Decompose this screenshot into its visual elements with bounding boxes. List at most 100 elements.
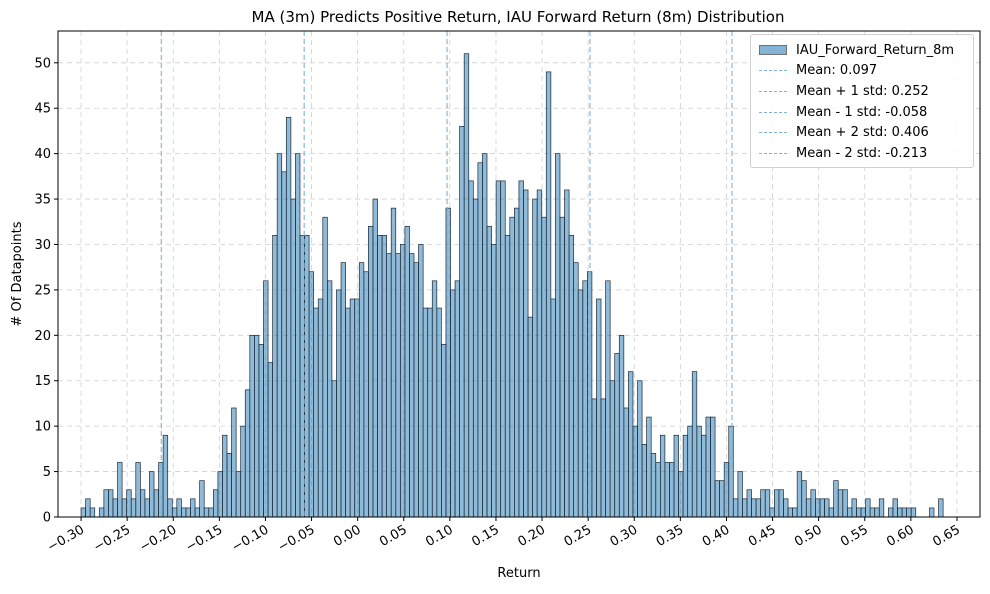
legend-entry-mean: Mean: 0.097	[759, 61, 965, 82]
histogram-bar	[687, 425, 693, 518]
histogram-bar	[865, 498, 871, 518]
legend-dash	[759, 90, 787, 92]
histogram-bar	[427, 307, 433, 518]
histogram-bar	[345, 307, 351, 518]
x-tick-label: 0.30	[608, 522, 641, 549]
histogram-bar	[815, 498, 821, 518]
histogram-bar	[413, 262, 419, 518]
histogram-bar	[796, 471, 803, 518]
x-tick-label: −0.25	[91, 522, 133, 555]
histogram-bar	[327, 280, 333, 518]
histogram-bar	[600, 398, 606, 518]
histogram-bar	[98, 507, 105, 518]
x-tick-label: 0.50	[792, 522, 825, 549]
histogram-bar	[85, 498, 91, 518]
legend-label: Mean: 0.097	[796, 63, 878, 79]
histogram-bar	[669, 462, 675, 518]
x-tick-label: 0.65	[930, 522, 963, 549]
histogram-bar	[231, 407, 237, 518]
histogram-bar	[824, 498, 830, 518]
histogram-bar	[559, 216, 565, 518]
y-tick-label: 40	[34, 147, 51, 162]
histogram-bar	[532, 198, 538, 518]
histogram-bar	[185, 507, 191, 518]
histogram-bar	[801, 480, 807, 518]
histogram-bar	[573, 262, 579, 518]
histogram-bar	[500, 180, 506, 518]
histogram-bar	[701, 434, 707, 518]
x-tick-label: −0.20	[137, 522, 179, 555]
histogram-bar	[819, 498, 825, 518]
histogram-bar	[787, 507, 793, 518]
legend-dash	[759, 132, 787, 134]
legend-dash	[759, 70, 787, 72]
histogram-bar	[564, 189, 570, 518]
histogram-bar	[89, 507, 96, 518]
histogram-bar	[837, 489, 844, 518]
x-tick-label: 0.40	[700, 522, 733, 549]
histogram-bar	[892, 498, 898, 518]
y-axis-label: # Of Datapoints	[10, 221, 25, 326]
histogram-bar	[577, 289, 584, 518]
histogram-bar	[618, 334, 625, 518]
chart-legend: IAU_Forward_Return_8m Mean: 0.097 Mean +…	[750, 34, 974, 168]
histogram-bar	[199, 480, 205, 518]
histogram-bar	[468, 180, 474, 518]
y-tick-label: 0	[43, 511, 51, 526]
histogram-bar	[545, 71, 552, 518]
histogram-bar	[751, 498, 757, 518]
histogram-bar	[212, 489, 219, 518]
histogram-bar	[746, 489, 752, 518]
histogram-bar	[495, 180, 502, 518]
histogram-bar	[878, 498, 885, 518]
histogram-bar	[732, 498, 739, 518]
x-tick-label: −0.30	[45, 522, 87, 555]
histogram-bar	[828, 507, 835, 518]
histogram-bar	[778, 489, 784, 518]
legend-label: Mean - 2 std: -0.213	[796, 145, 928, 161]
histogram-bar	[536, 189, 543, 518]
histogram-bar	[463, 53, 470, 518]
histogram-bar	[176, 498, 182, 518]
histogram-bar	[691, 371, 698, 518]
histogram-bar	[390, 207, 397, 518]
histogram-bar	[441, 344, 447, 518]
x-tick-label: 0.10	[423, 522, 456, 549]
histogram-bar	[774, 489, 780, 518]
histogram-bar	[714, 480, 720, 518]
histogram-bar	[637, 380, 643, 518]
y-tick-label: 25	[34, 283, 51, 298]
histogram-bar	[518, 180, 524, 518]
histogram-bar	[436, 307, 442, 518]
x-tick-label: 0.20	[515, 522, 548, 549]
histogram-bar	[682, 434, 689, 518]
histogram-bar	[705, 416, 711, 518]
histogram-bar	[728, 425, 734, 518]
x-tick-label: 0.05	[377, 522, 410, 549]
histogram-bar	[591, 398, 597, 518]
histogram-bar	[614, 353, 620, 518]
histogram-bar	[139, 489, 146, 518]
histogram-bar	[117, 462, 123, 518]
histogram-bar	[582, 280, 588, 518]
histogram-bar	[482, 153, 488, 518]
reference-lines-layer	[160, 31, 733, 517]
legend-label: Mean + 2 std: 0.406	[796, 125, 929, 141]
histogram-bar	[723, 462, 730, 518]
legend-entry-histogram: IAU_Forward_Return_8m	[759, 40, 965, 61]
x-tick-label: 0.35	[654, 522, 687, 549]
histogram-bar	[851, 498, 857, 518]
histogram-bar	[317, 298, 324, 518]
histogram-bar	[760, 489, 766, 518]
histogram-bar	[381, 235, 388, 518]
x-axis-ticks: −0.30 −0.25 −0.20 −0.15 −0.10 −0.05 0.00 0.05 0.…	[45, 517, 963, 555]
histogram-bar	[290, 198, 296, 518]
histogram-bar	[459, 126, 465, 518]
histogram-bar	[112, 498, 118, 518]
histogram-bar	[632, 425, 638, 518]
x-tick-label: 0.45	[746, 522, 779, 549]
histogram-bar	[596, 298, 602, 518]
histogram-bar	[523, 189, 529, 518]
histogram-bar	[477, 162, 483, 518]
